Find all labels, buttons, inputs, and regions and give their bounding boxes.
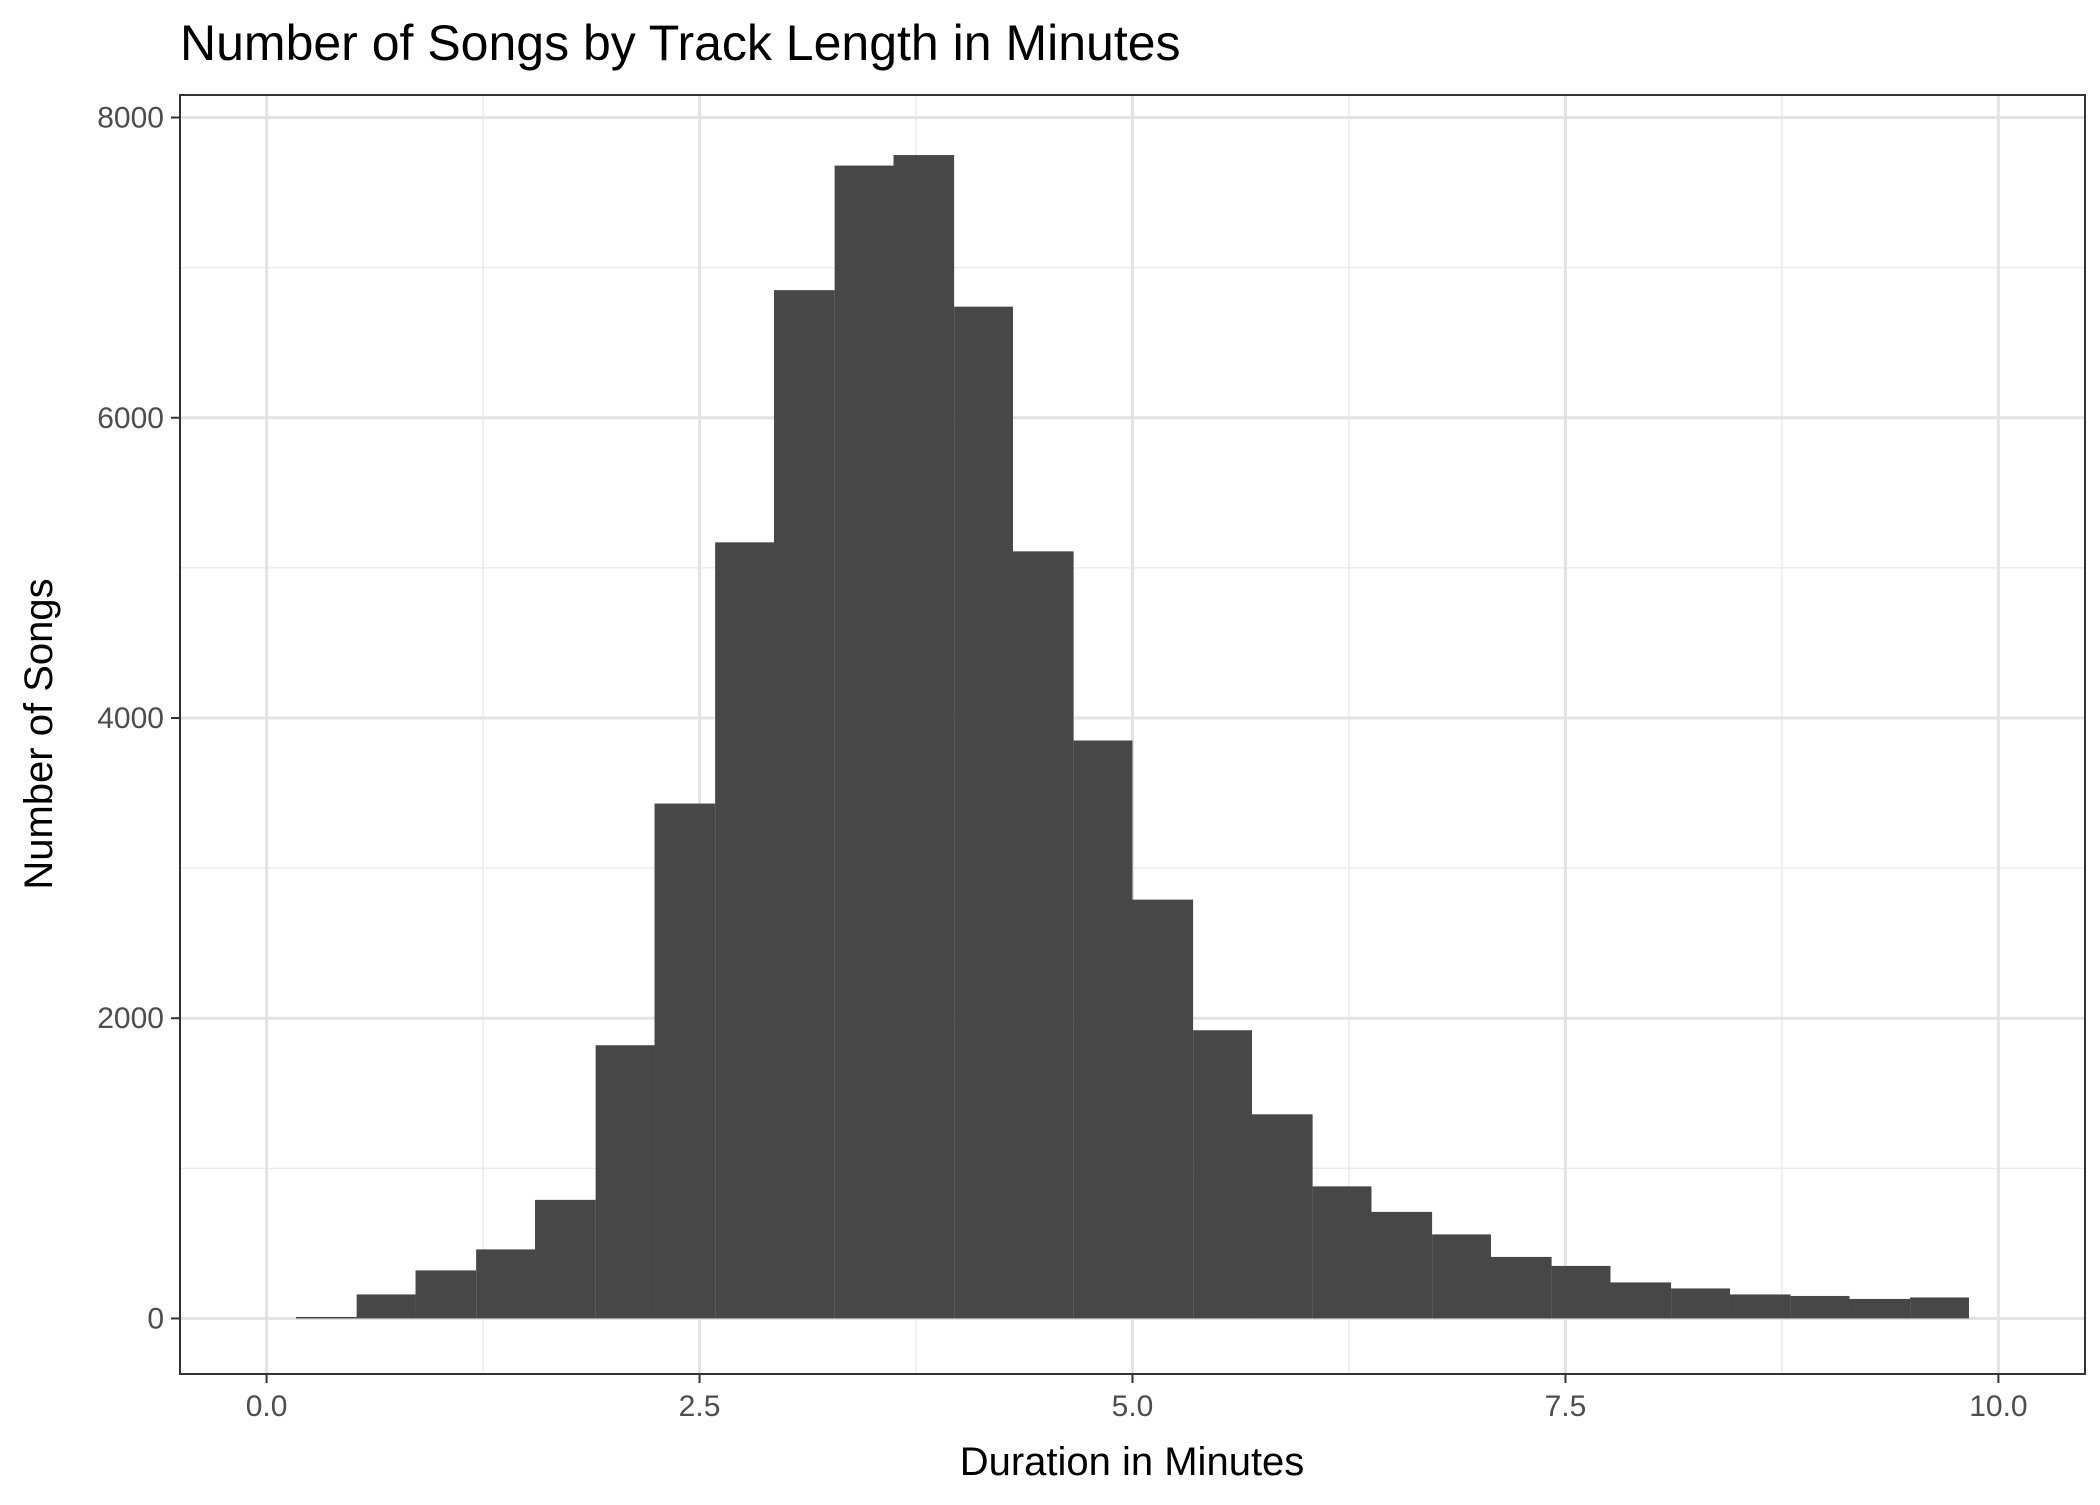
histogram-bar	[1013, 551, 1074, 1319]
x-tick-label: 2.5	[679, 1390, 721, 1423]
y-tick-label: 6000	[97, 402, 164, 435]
x-tick-label: 5.0	[1112, 1390, 1154, 1423]
histogram-bar	[1610, 1282, 1672, 1319]
histogram-bar	[1910, 1297, 1969, 1319]
x-axis-title: Duration in Minutes	[960, 1440, 1305, 1484]
y-tick-label: 8000	[97, 102, 164, 135]
histogram-bars	[296, 155, 1969, 1319]
histogram-bar	[1432, 1234, 1491, 1319]
chart-title: Number of Songs by Track Length in Minut…	[180, 15, 1181, 71]
histogram-bar	[535, 1199, 596, 1319]
histogram-bar	[1729, 1294, 1791, 1319]
histogram-bar	[1193, 1030, 1252, 1319]
histogram-bar	[415, 1270, 477, 1319]
histogram-bar	[1490, 1256, 1552, 1319]
y-tick-label: 0	[147, 1302, 164, 1335]
histogram-bar	[1251, 1114, 1313, 1319]
histogram-bar	[715, 542, 775, 1319]
histogram-bar	[834, 165, 894, 1319]
histogram-bar	[1551, 1265, 1611, 1319]
histogram-bar	[1671, 1288, 1730, 1319]
y-tick-label: 4000	[97, 702, 164, 735]
x-axis: 0.0 2.5 5.0 7.5 10.0	[246, 1374, 2028, 1423]
histogram-bar	[954, 306, 1014, 1319]
histogram-bar	[296, 1316, 357, 1319]
x-tick-label: 7.5	[1545, 1390, 1587, 1423]
histogram-bar	[893, 155, 955, 1319]
histogram-bar	[595, 1045, 655, 1319]
histogram-bar	[1790, 1295, 1850, 1319]
x-tick-label: 10.0	[1969, 1390, 2027, 1423]
y-axis: 0 2000 4000 6000 8000	[97, 102, 180, 1335]
histogram-bar	[1073, 740, 1133, 1319]
histogram-bar	[1312, 1186, 1372, 1319]
histogram-bar	[476, 1249, 536, 1319]
histogram-bar	[1849, 1298, 1911, 1319]
y-axis-title: Number of Songs	[17, 578, 61, 889]
histogram-bar	[1132, 899, 1194, 1319]
histogram-bar	[654, 803, 716, 1319]
y-tick-label: 2000	[97, 1002, 164, 1035]
histogram-bar	[774, 290, 835, 1319]
histogram-bar	[356, 1294, 416, 1319]
x-tick-label: 0.0	[246, 1390, 288, 1423]
histogram-bar	[1371, 1211, 1433, 1319]
